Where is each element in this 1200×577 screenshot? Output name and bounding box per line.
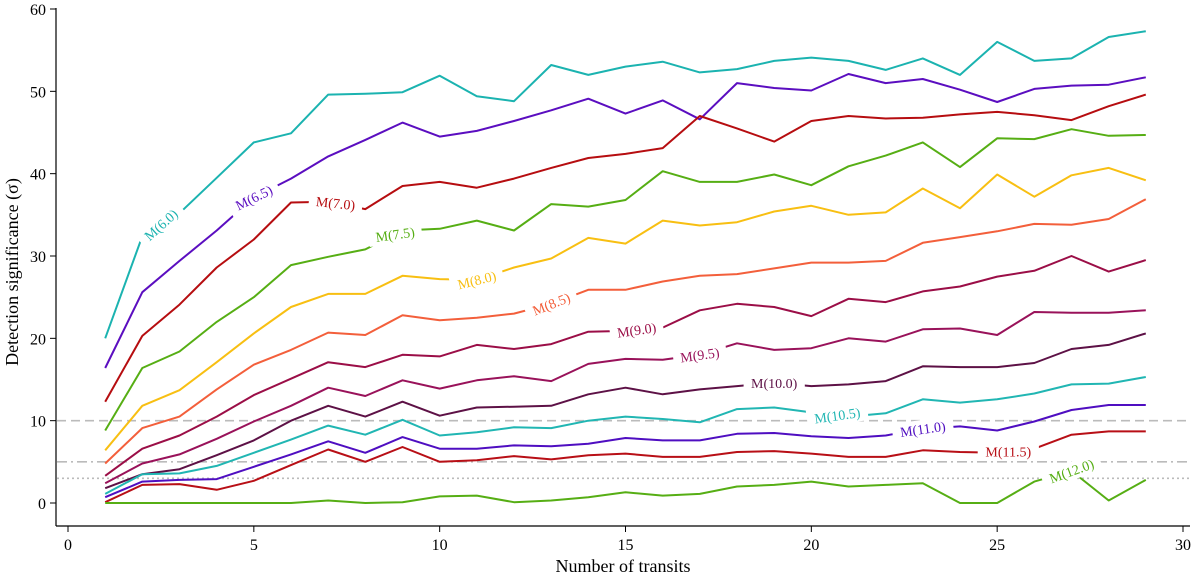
series-line-M(10.0)	[104, 332, 1147, 490]
series-label-bg	[608, 317, 665, 343]
series-label-bg	[805, 402, 869, 429]
series-label: M(9.0)	[616, 321, 657, 341]
series-label-group: M(7.0)	[308, 191, 364, 215]
y-ticks: 0 10 20 30 40 50 60	[30, 2, 56, 513]
series-labels: M(6.0) M(6.5) M(7.0) M(7.5) M(8.0) M(8.5) M(9.…	[134, 177, 1104, 490]
series-label-bg	[743, 373, 805, 392]
y-tick-label: 40	[30, 167, 46, 184]
series-label-group: M(11.0)	[891, 415, 955, 443]
x-tick-label: 0	[64, 537, 72, 554]
series-line-M(10.5)	[104, 376, 1146, 495]
series-label-group: M(10.5)	[805, 402, 869, 429]
series-label-group: M(12.0)	[1039, 451, 1104, 490]
series-label-bg	[977, 442, 1039, 461]
series-line-M(8.0)	[104, 166, 1147, 451]
series-label: M(11.5)	[985, 446, 1031, 461]
x-tick-label: 15	[618, 537, 634, 554]
series-line-M(6.0)	[104, 30, 1146, 339]
series-label: M(10.5)	[814, 406, 862, 427]
series-label: M(9.5)	[680, 346, 721, 366]
series-label-bg	[448, 264, 505, 296]
x-tick-label: 20	[803, 537, 819, 554]
series-line-M(11.0)	[104, 404, 1146, 499]
y-tick-label: 50	[30, 84, 46, 101]
series-label-bg	[1039, 451, 1104, 490]
reference-lines	[57, 419, 1190, 480]
series-label-bg	[225, 177, 282, 218]
y-tick-label: 0	[38, 496, 46, 513]
series-line-M(8.5)	[104, 198, 1147, 465]
series-label: M(8.0)	[456, 269, 498, 293]
series-label-bg	[672, 342, 728, 368]
series-label-bg	[522, 285, 580, 323]
series-label-bg	[367, 221, 423, 247]
series-line-M(6.5)	[104, 73, 1146, 369]
x-tick-label: 25	[989, 537, 1005, 554]
y-tick-label: 30	[30, 249, 46, 266]
series-label-group: M(9.0)	[608, 317, 665, 343]
series-lines	[104, 30, 1147, 504]
series-label-group: M(10.0)	[743, 373, 805, 392]
series-line-M(12.0)	[105, 469, 1147, 504]
series-label-bg	[134, 200, 187, 250]
series-label-bg	[308, 191, 364, 215]
series-label: M(11.0)	[899, 420, 947, 441]
y-tick-label: 60	[30, 2, 46, 19]
series-label: M(10.0)	[751, 377, 798, 392]
series-line-M(7.0)	[104, 93, 1147, 403]
series-label-group: M(8.5)	[522, 285, 580, 323]
x-tick-label: 30	[1175, 537, 1191, 554]
series-label-group: M(6.5)	[225, 177, 282, 218]
series-label-group: M(6.0)	[134, 200, 187, 250]
y-axis-title: Detection significance (σ)	[2, 178, 23, 366]
series-label-bg	[891, 415, 955, 443]
x-axis-title: Number of transits	[556, 556, 691, 576]
x-tick-label: 5	[250, 537, 258, 554]
series-label-group: M(7.5)	[367, 221, 423, 247]
series-line-M(11.5)	[104, 430, 1146, 504]
series-line-M(7.5)	[104, 128, 1146, 432]
series-label: M(7.5)	[375, 226, 416, 246]
series-label: M(7.0)	[315, 195, 356, 214]
x-ticks: 0 5 10 15 20 25 30	[64, 526, 1191, 554]
y-tick-label: 20	[30, 331, 46, 348]
x-tick-label: 10	[432, 537, 448, 554]
y-tick-label: 10	[30, 414, 46, 431]
axes	[55, 8, 1190, 527]
series-label-group: M(11.5)	[977, 442, 1039, 461]
series-label-group: M(9.5)	[672, 342, 728, 368]
series-line-M(9.5)	[104, 309, 1146, 485]
series-label-group: M(8.0)	[448, 264, 505, 296]
